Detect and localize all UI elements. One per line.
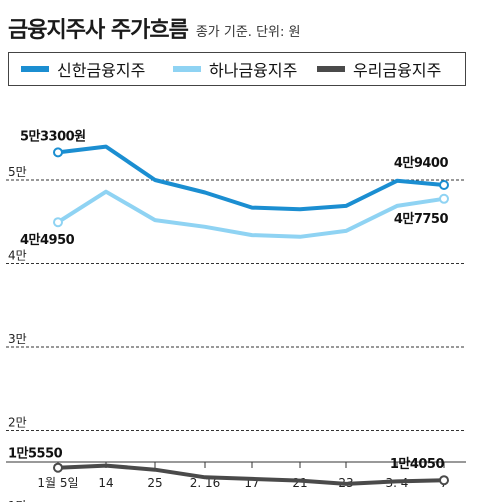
data-point-shinhan <box>53 147 63 158</box>
data-point-woori <box>53 462 63 473</box>
data-label: 1만5550 <box>8 446 63 462</box>
chart-subtitle: 종가 기준. 단위: 원 <box>195 25 301 40</box>
series-line-hana <box>56 189 445 239</box>
data-label: 4만7750 <box>394 211 449 227</box>
chart-title: 금융지주사 주가흐름 <box>8 18 189 43</box>
legend-swatch-hana <box>173 65 201 72</box>
data-point-hana <box>53 217 63 228</box>
title-row: 금융지주사 주가흐름 종가 기준. 단위: 원 <box>8 4 300 44</box>
legend-swatch-shinhan <box>21 65 49 72</box>
data-label: 4만4950 <box>20 232 75 248</box>
data-point-woori <box>439 475 449 486</box>
data-label: 1만4050 <box>390 456 445 472</box>
x-tick-label: 14 <box>98 476 113 490</box>
data-label: 5만3300원 <box>20 128 86 144</box>
legend-item-shinhan: 신한금융지주 <box>21 53 145 84</box>
x-tick-label: 1월 5일 <box>37 476 78 490</box>
y-tick-label: 3만 <box>8 332 27 346</box>
x-tick-label: 21 <box>292 476 307 490</box>
y-tick-label: 2만 <box>8 416 27 430</box>
legend-label-hana: 하나금융지주 <box>209 60 298 80</box>
legend: 신한금융지주 하나금융지주 우리금융지주 <box>8 52 466 86</box>
legend-label-shinhan: 신한금융지주 <box>57 60 146 80</box>
series-line-shinhan <box>57 144 445 212</box>
legend-swatch-woori <box>317 65 345 72</box>
legend-item-hana: 하나금융지주 <box>173 53 297 84</box>
series-line-woori <box>57 463 445 486</box>
legend-label-woori: 우리금융지주 <box>353 60 442 80</box>
x-tick-label: 25 <box>147 476 162 490</box>
legend-item-woori: 우리금융지주 <box>317 53 441 84</box>
data-label: 4만9400 <box>394 155 449 171</box>
y-tick-label: 1만 <box>8 499 27 502</box>
y-tick-label: 5만 <box>8 165 27 179</box>
data-point-shinhan <box>439 180 449 190</box>
y-tick-label: 4만 <box>8 249 27 263</box>
data-point-hana <box>439 193 449 204</box>
